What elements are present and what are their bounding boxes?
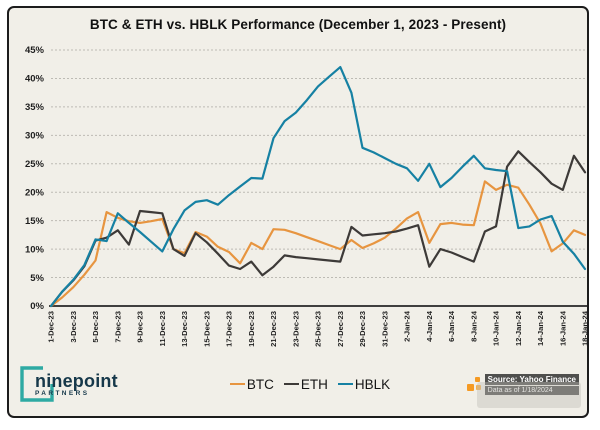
gridlines xyxy=(51,49,585,279)
svg-text:9-Dec-23: 9-Dec-23 xyxy=(136,311,145,343)
svg-text:29-Dec-23: 29-Dec-23 xyxy=(358,311,367,347)
svg-text:5-Dec-23: 5-Dec-23 xyxy=(91,311,100,343)
svg-text:25%: 25% xyxy=(25,159,45,170)
svg-text:19-Dec-23: 19-Dec-23 xyxy=(247,311,256,347)
svg-text:14-Jan-24: 14-Jan-24 xyxy=(536,310,545,346)
source-block: Source: Yahoo Finance Data as of 1/18/20… xyxy=(461,373,581,408)
svg-text:3-Dec-23: 3-Dec-23 xyxy=(69,311,78,343)
x-axis-labels: 1-Dec-23 3-Dec-23 5-Dec-23 7-Dec-23 9-Dec-23… xyxy=(47,310,590,347)
legend-item-BTC: BTC xyxy=(229,376,274,392)
svg-text:13-Dec-23: 13-Dec-23 xyxy=(180,311,189,347)
svg-text:4-Jan-24: 4-Jan-24 xyxy=(425,310,434,342)
line-chart: 0% 5% 10% 15% 20% 25% 30% 35% 40% 45% 1-Dec-23 3-De… xyxy=(9,34,590,350)
svg-text:15-Dec-23: 15-Dec-23 xyxy=(202,311,211,347)
legend-item-ETH: ETH xyxy=(283,376,328,392)
watermark-logo-icon xyxy=(466,377,481,391)
svg-text:23-Dec-23: 23-Dec-23 xyxy=(291,311,300,347)
svg-text:45%: 45% xyxy=(25,45,45,56)
svg-text:27-Dec-23: 27-Dec-23 xyxy=(336,311,345,347)
svg-text:8-Jan-24: 8-Jan-24 xyxy=(469,310,478,342)
ninepoint-logo: ninepoint PARTNERS xyxy=(17,364,167,404)
svg-text:20%: 20% xyxy=(25,187,45,198)
svg-text:35%: 35% xyxy=(25,102,45,113)
svg-text:10%: 10% xyxy=(25,244,45,255)
svg-text:15%: 15% xyxy=(25,216,45,227)
data-as-of-text: Data as of 1/18/2024 xyxy=(484,385,579,395)
series-line-ETH xyxy=(49,150,587,308)
chart-footer: ninepoint PARTNERS BTC ETH HBLK Source: Ya… xyxy=(9,356,587,412)
svg-text:25-Dec-23: 25-Dec-23 xyxy=(314,311,323,347)
svg-text:1-Dec-23: 1-Dec-23 xyxy=(47,311,56,343)
y-axis-labels: 0% 5% 10% 15% 20% 25% 30% 35% 40% 45% xyxy=(25,45,45,312)
svg-text:21-Dec-23: 21-Dec-23 xyxy=(269,311,278,347)
ninepoint-bracket-icon xyxy=(20,366,54,402)
logo-wordmark: ninepoint xyxy=(35,371,118,392)
chart-card: BTC & ETH vs. HBLK Performance (December… xyxy=(7,6,589,418)
svg-text:18-Jan-24: 18-Jan-24 xyxy=(581,310,590,346)
svg-text:0%: 0% xyxy=(30,301,44,312)
svg-text:12-Jan-24: 12-Jan-24 xyxy=(514,310,523,346)
svg-text:40%: 40% xyxy=(25,74,45,85)
legend-dash-icon xyxy=(229,382,245,386)
svg-text:6-Jan-24: 6-Jan-24 xyxy=(447,310,456,342)
legend-label: ETH xyxy=(300,376,328,392)
svg-text:30%: 30% xyxy=(25,131,45,142)
series-line-HBLK xyxy=(49,65,587,308)
chart-canvas: 0% 5% 10% 15% 20% 25% 30% 35% 40% 45% 1-Dec-23 3-De… xyxy=(25,45,590,347)
svg-text:5%: 5% xyxy=(30,273,44,284)
svg-text:7-Dec-23: 7-Dec-23 xyxy=(113,311,122,343)
legend-item-HBLK: HBLK xyxy=(337,376,391,392)
series-line-BTC xyxy=(49,180,587,308)
svg-text:16-Jan-24: 16-Jan-24 xyxy=(558,310,567,346)
legend-label: HBLK xyxy=(354,376,391,392)
svg-text:17-Dec-23: 17-Dec-23 xyxy=(225,311,234,347)
logo-subtitle: PARTNERS xyxy=(35,390,90,398)
svg-text:11-Dec-23: 11-Dec-23 xyxy=(158,311,167,346)
legend-dash-icon xyxy=(337,382,353,386)
svg-text:31-Dec-23: 31-Dec-23 xyxy=(380,311,389,347)
chart-title: BTC & ETH vs. HBLK Performance (December… xyxy=(89,17,507,32)
legend-dash-icon xyxy=(283,382,299,386)
chart-legend: BTC ETH HBLK xyxy=(229,376,391,392)
source-text: Source: Yahoo Finance xyxy=(484,373,579,385)
svg-text:2-Jan-24: 2-Jan-24 xyxy=(403,310,412,342)
legend-label: BTC xyxy=(246,376,274,392)
svg-text:10-Jan-24: 10-Jan-24 xyxy=(492,310,501,346)
